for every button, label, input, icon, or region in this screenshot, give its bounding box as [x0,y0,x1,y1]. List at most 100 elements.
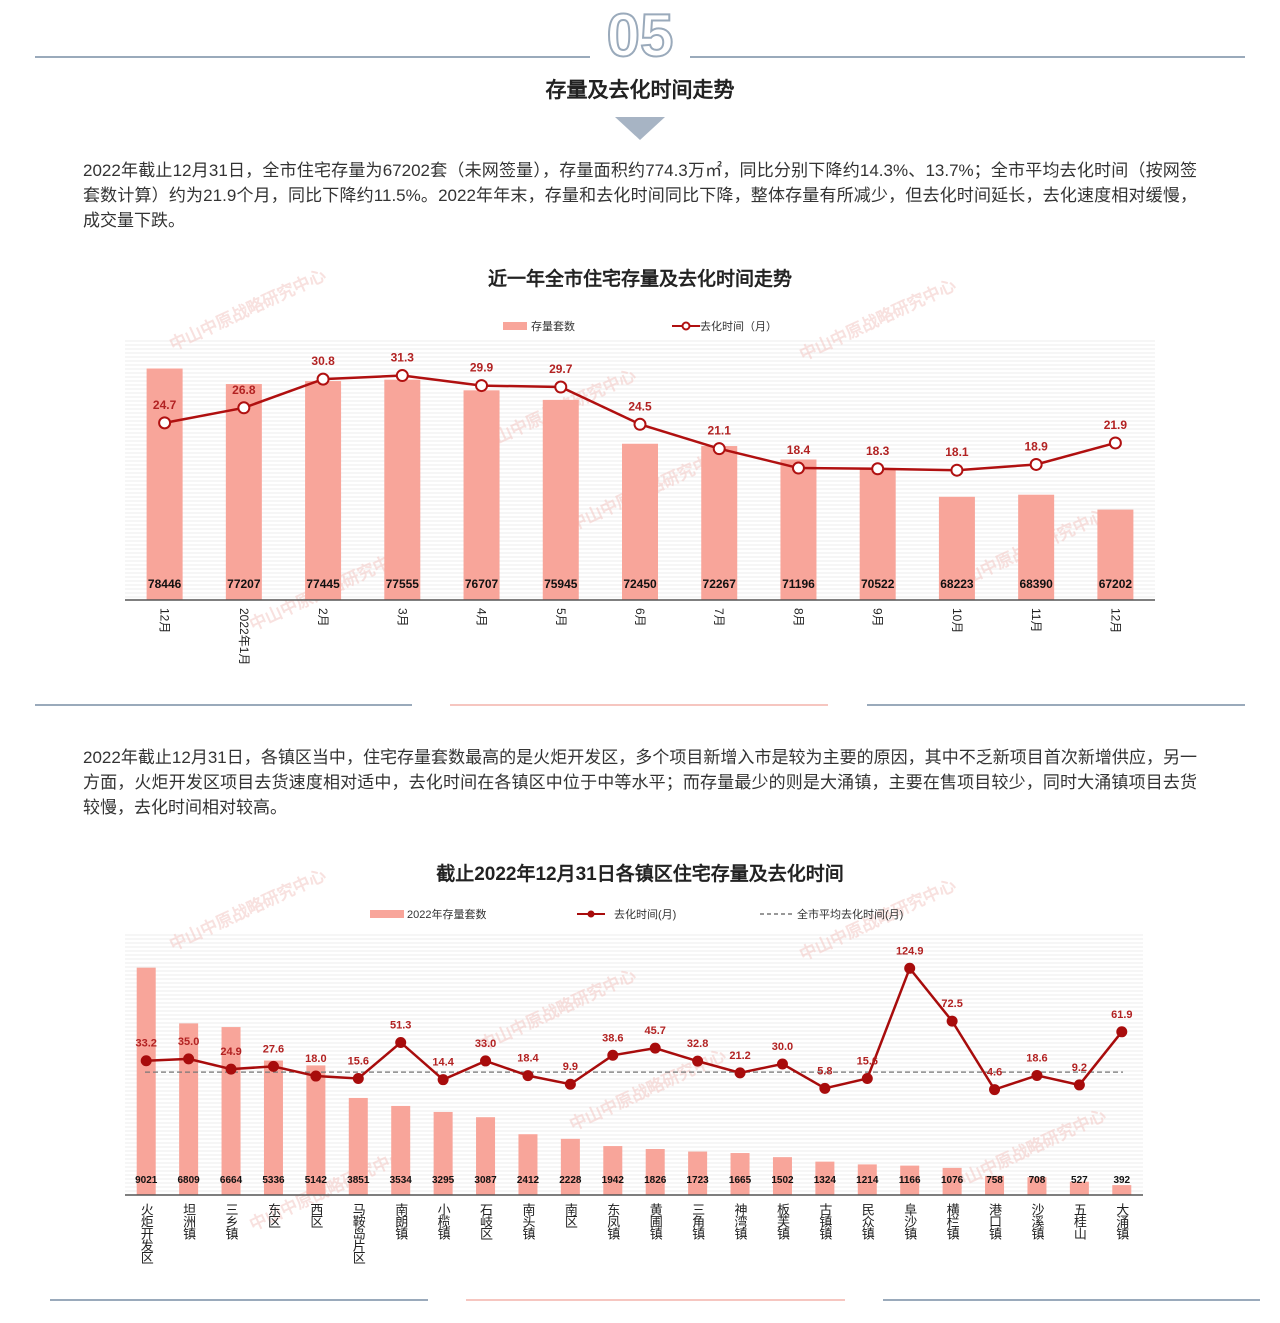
bar [688,1151,708,1195]
x-tick-label: 三乡镇 [224,1203,239,1240]
bar-value-label: 1826 [644,1175,667,1186]
bar [603,1146,623,1195]
line-marker [140,1055,152,1067]
paragraph: 2022年截止12月31日，各镇区当中，住宅存量套数最高的是火炬开发区，多个项目… [83,748,1197,817]
line-marker [950,463,964,477]
line-marker [607,1049,619,1061]
bar [622,443,658,600]
line-marker [776,1058,788,1070]
bar [942,1167,962,1195]
bar-value-label: 5336 [262,1175,285,1186]
chart-title: 近一年全市住宅存量及去化时间走势 [488,267,792,290]
bar [1069,1181,1089,1195]
bar-value-label: 3534 [390,1175,413,1186]
line-marker [480,1055,492,1067]
bar-value-label: 9021 [135,1175,158,1186]
line-marker [237,401,251,415]
line-marker [183,1053,195,1065]
x-tick-label: 马鞍岛片区 [351,1203,366,1264]
bar [146,368,183,600]
bar [701,446,738,600]
x-tick-label: 坦洲镇 [181,1203,196,1240]
x-tick-label: 2月 [316,608,330,627]
line-value-label: 32.8 [687,1038,708,1050]
bar-value-label: 68390 [1019,577,1053,591]
bar-value-label: 392 [1113,1175,1130,1186]
line-value-label: 14.4 [432,1057,454,1069]
bar [1027,1177,1047,1195]
legend-label: 存量套数 [531,319,575,333]
bar-value-label: 6664 [220,1175,243,1186]
line-value-label: 9.9 [563,1061,578,1073]
line-value-label: 24.7 [153,398,177,412]
line-value-label: 18.0 [305,1053,326,1065]
line-value-label: 4.6 [987,1067,1002,1079]
bar-value-label: 72267 [703,577,737,591]
line-value-label: 24.5 [628,399,652,413]
bar [772,1157,792,1195]
legend-label: 全市平均去化时间(月) [797,907,903,921]
line-value-label: 30.8 [311,354,335,368]
watermark: 中山中原战略研究中心 [566,1045,729,1135]
x-tick-label: 石岐区 [478,1203,493,1240]
line-marker [734,1067,746,1079]
bar-value-label: 1324 [814,1175,837,1186]
bar-value-label: 72450 [623,577,657,591]
bar-value-label: 77445 [306,577,340,591]
line-value-label: 29.9 [470,361,494,375]
legend-swatch [370,910,404,918]
legend-label: 2022年存量套数 [407,907,486,921]
chart: 中山中原战略研究中心中山中原战略研究中心中山中原战略研究中心中山中原战略研究中心… [125,265,1155,665]
bar-value-label: 3087 [474,1175,497,1186]
legend-swatch [587,910,595,918]
line-marker [989,1084,1001,1096]
x-tick-label: 9月 [871,608,885,627]
line-marker [267,1060,279,1072]
line-marker [1108,436,1122,450]
bar [542,399,579,600]
bar-value-label: 3851 [347,1175,370,1186]
bar-value-label: 758 [986,1175,1003,1186]
x-tick-label: 西区 [308,1203,323,1228]
legend-label: 去化时间(月) [614,907,676,921]
x-tick-label: 5月 [554,608,568,627]
bar-value-label: 1502 [771,1175,794,1186]
line-value-label: 33.0 [475,1038,496,1050]
line-value-label: 18.4 [787,443,811,457]
bar [985,1175,1005,1195]
bar [348,1097,368,1195]
line-value-label: 38.6 [602,1032,623,1044]
line-value-label: 24.9 [220,1046,241,1058]
x-tick-label: 五桂山 [1072,1203,1087,1240]
line-marker [352,1072,364,1084]
bar-value-label: 5142 [305,1175,328,1186]
bar-value-label: 3295 [432,1175,455,1186]
x-tick-label: 8月 [791,608,805,627]
x-tick-label: 12月 [158,608,172,633]
line-marker [316,372,330,386]
bar-value-label: 78446 [148,577,182,591]
x-tick-label: 11月 [1029,608,1043,632]
line-value-label: 5.8 [817,1065,832,1077]
line-marker [861,1072,873,1084]
bar [305,381,342,600]
line-value-label: 33.2 [135,1038,156,1050]
bar-value-label: 1942 [602,1175,625,1186]
line-value-label: 72.5 [941,998,962,1010]
bar-value-label: 527 [1071,1175,1088,1186]
bar [476,1117,496,1195]
bar-value-label: 6809 [178,1175,201,1186]
line-value-label: 45.7 [644,1025,665,1037]
line [146,965,1123,1092]
line-marker [791,461,805,475]
line-marker [554,380,568,394]
line-marker [564,1078,576,1090]
header: 05 存量及去化时间走势 [35,1,1245,140]
line-value-label: 51.3 [390,1019,411,1031]
line-value-label: 21.2 [729,1050,750,1062]
x-tick-label: 黄圃镇 [648,1203,663,1240]
x-tick-label: 神湾镇 [733,1203,748,1240]
legend-swatch [503,322,527,330]
x-tick-label: 板芙镇 [775,1203,790,1240]
